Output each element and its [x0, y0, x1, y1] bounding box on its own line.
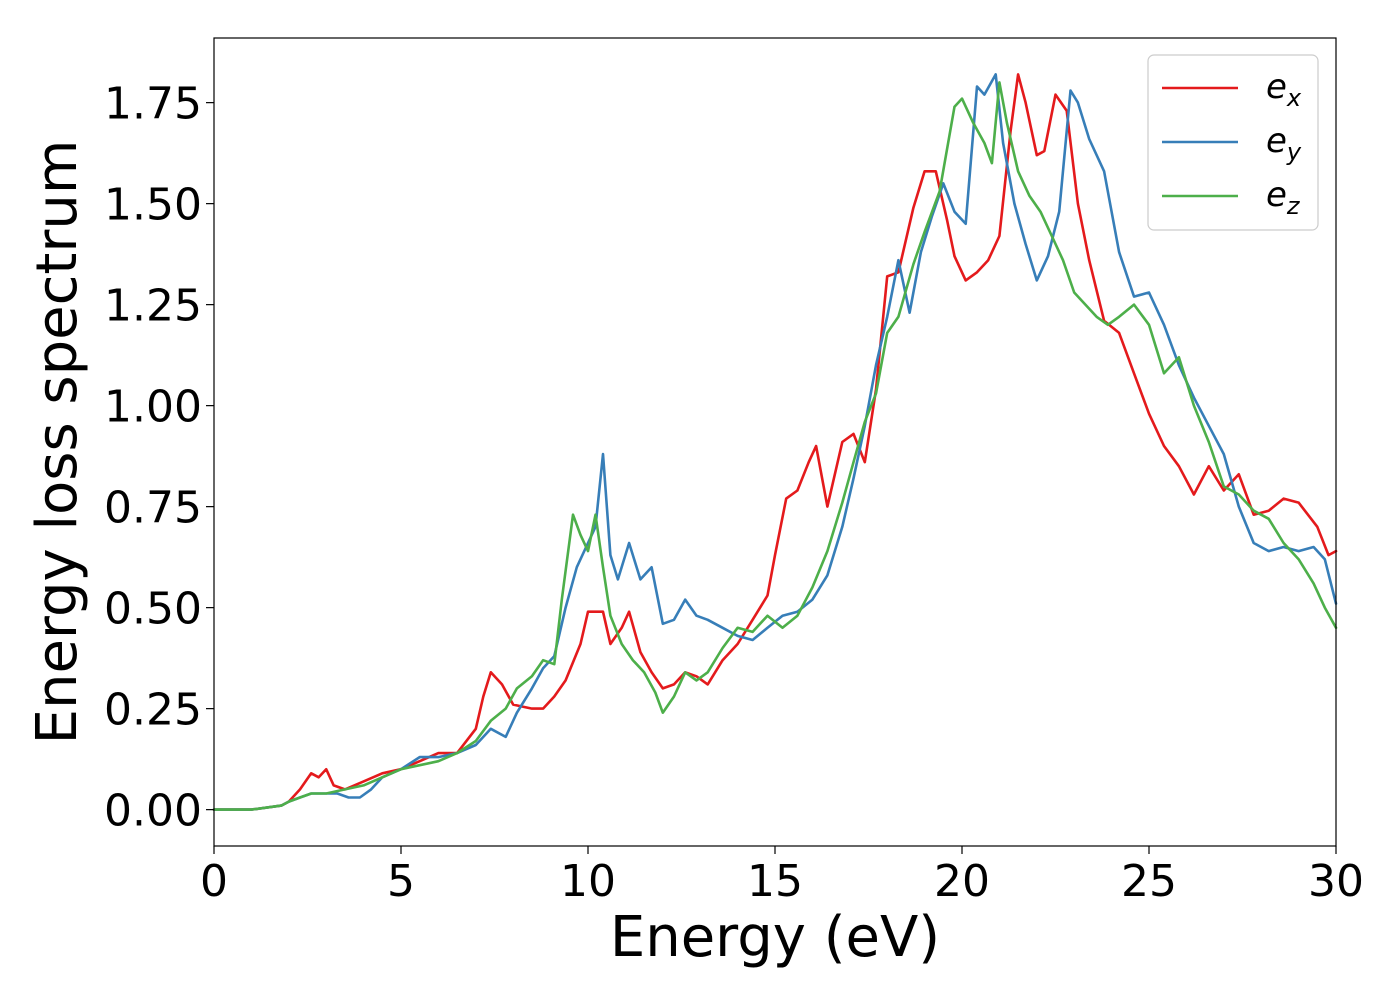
x-axis-title: Energy (eV): [610, 905, 940, 970]
series-line-z: [212, 81, 1338, 811]
series-line-y: [212, 73, 1338, 811]
y-tick-label: 0.75: [104, 483, 202, 534]
y-tick-label: 0.25: [104, 685, 202, 736]
y-axis-ticks: 0.00 0.25 0.50 0.75 1.00 1.25 1.50 1.75: [104, 79, 214, 837]
x-tick-label: 30: [1308, 856, 1364, 907]
x-tick-label: 10: [560, 856, 616, 907]
x-tick-label: 5: [387, 856, 415, 907]
y-tick-label: 1.25: [104, 281, 202, 332]
x-tick-label: 15: [747, 856, 803, 907]
y-axis-title: Energy loss spectrum: [25, 140, 90, 745]
x-tick-label: 25: [1121, 856, 1177, 907]
legend-label-y: ey: [1266, 121, 1302, 166]
series-line-x: [212, 73, 1338, 811]
x-axis-ticks: 0 5 10 15 20 25 30: [200, 846, 1364, 907]
y-tick-label: 1.00: [104, 382, 202, 433]
x-tick-label: 20: [934, 856, 990, 907]
y-tick-label: 1.50: [104, 180, 202, 231]
y-tick-label: 1.75: [104, 79, 202, 130]
y-tick-label: 0.50: [104, 584, 202, 635]
x-tick-label: 0: [200, 856, 228, 907]
series-layer: [212, 73, 1338, 811]
y-tick-label: 0.00: [104, 786, 202, 837]
